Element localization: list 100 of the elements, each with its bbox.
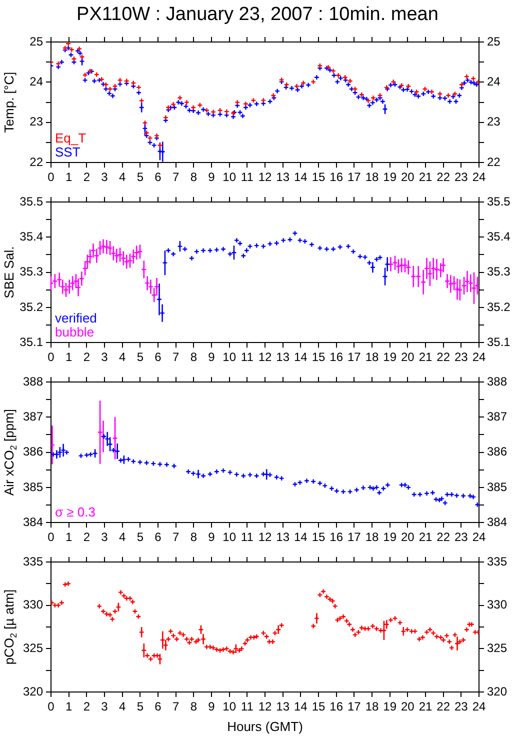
x-tick-label: 10 [222, 530, 236, 544]
x-tick-label: 16 [330, 700, 344, 714]
x-tick-label: 2 [83, 530, 90, 544]
y-tick-label: 386 [22, 444, 44, 459]
x-tick-label: 9 [208, 530, 216, 544]
y-axis-title: Air xCO2 [ppm] [2, 408, 18, 496]
x-tick-label: 6 [154, 530, 162, 544]
y2-tick-label: 388 [487, 374, 508, 388]
y-axis-title: pCO2 [µ atm] [2, 589, 18, 665]
text: SST [55, 144, 80, 160]
y2-tick-label: 25 [487, 34, 501, 48]
text: σ ≥ 0.3 [55, 504, 96, 520]
x-tick-label: 7 [172, 700, 180, 714]
y2-tick-label: 384 [487, 514, 508, 529]
x-tick-label: 3 [101, 530, 108, 544]
x-tick-label: 7 [172, 350, 180, 364]
x-tick-label: 18 [365, 170, 379, 184]
x-tick-label: 12 [258, 700, 272, 714]
x-tick-label: 8 [190, 350, 198, 364]
x-tick-label: 15 [312, 350, 326, 364]
x-tick-label: 6 [154, 170, 162, 184]
x-tick-label: 12 [258, 350, 272, 364]
x-tick-label: 4 [118, 700, 126, 714]
text: Eq_T [55, 130, 86, 146]
y-tick-label: 335 [22, 554, 44, 568]
x-tick-label: 2 [83, 350, 90, 364]
y2-tick-label: 35.3 [487, 264, 511, 279]
y-tick-label: 325 [22, 640, 44, 655]
y-tick-label: 35.2 [20, 300, 44, 314]
x-tick-label: 2 [83, 700, 90, 714]
x-tick-label: 23 [454, 170, 468, 184]
x-tick-label: 21 [418, 530, 432, 544]
x-tick-label: 6 [154, 350, 162, 364]
x-tick-label: 1 [65, 170, 72, 184]
x-tick-label: 1 [65, 530, 72, 544]
x-tick-label: 20 [400, 170, 415, 184]
x-tick-label: 15 [312, 170, 326, 184]
y2-tick-label: 23 [487, 114, 501, 129]
x-tick-label: 17 [347, 530, 362, 544]
x-tick-label: 24 [472, 170, 486, 184]
y-tick-label: 23 [30, 114, 44, 129]
x-tick-label: 22 [436, 700, 450, 714]
y-tick-label: 387 [22, 409, 44, 424]
y2-tick-label: 386 [487, 444, 508, 459]
x-tick-label: 5 [136, 170, 144, 184]
y2-tick-label: 330 [487, 598, 508, 612]
x-tick-label: 23 [454, 700, 468, 714]
x-tick-label: 21 [418, 170, 432, 184]
x-tick-label: 10 [222, 350, 236, 364]
y-tick-label: 320 [22, 684, 44, 698]
x-tick-label: 14 [294, 350, 308, 364]
y-axis-title: Temp. [°C] [2, 72, 17, 133]
x-tick-label: 23 [454, 530, 468, 544]
x-tick-label: 19 [383, 530, 397, 544]
y2-tick-label: 387 [487, 409, 508, 424]
x-tick-label: 12 [258, 530, 272, 544]
x-tick-label: 11 [240, 350, 254, 364]
x-tick-label: 4 [118, 170, 126, 184]
x-tick-label: 10 [222, 700, 236, 714]
y-tick-label: 388 [22, 374, 44, 388]
x-tick-label: 2 [83, 170, 90, 184]
x-tick-label: 12 [258, 170, 272, 184]
y2-tick-label: 335 [487, 554, 508, 568]
x-tick-label: 0 [48, 700, 55, 714]
x-tick-label: 13 [276, 170, 290, 184]
x-tick-label: 18 [365, 530, 379, 544]
x-tick-label: 13 [276, 530, 290, 544]
x-tick-label: 16 [330, 350, 344, 364]
x-tick-label: 7 [172, 530, 180, 544]
x-tick-label: 20 [400, 530, 415, 544]
y2-tick-label: 22 [487, 154, 501, 169]
x-tick-label: 24 [472, 350, 486, 364]
x-tick-label: 22 [436, 350, 450, 364]
x-tick-label: 13 [276, 700, 290, 714]
x-tick-label: 21 [418, 350, 432, 364]
y2-tick-label: 320 [487, 684, 508, 698]
x-tick-label: 1 [65, 350, 72, 364]
x-tick-label: 22 [436, 530, 450, 544]
x-tick-label: 3 [101, 700, 108, 714]
y-tick-label: 22 [30, 154, 44, 169]
y-tick-label: 384 [22, 514, 44, 529]
x-tick-label: 21 [418, 700, 432, 714]
text: verified [55, 310, 97, 326]
x-tick-label: 20 [400, 350, 415, 364]
y2-tick-label: 35.5 [487, 194, 511, 208]
x-tick-label: 4 [118, 350, 126, 364]
x-tick-label: 9 [208, 170, 216, 184]
x-tick-label: 11 [240, 700, 254, 714]
chart-title: PX110W : January 23, 2007 : 10min. mean [76, 3, 440, 27]
x-tick-label: 14 [294, 700, 308, 714]
x-tick-label: 13 [276, 350, 290, 364]
x-tick-label: 17 [347, 170, 362, 184]
x-tick-label: 0 [48, 350, 55, 364]
x-tick-label: 3 [101, 170, 108, 184]
x-tick-label: 23 [454, 350, 468, 364]
x-tick-label: 9 [208, 350, 216, 364]
x-tick-label: 18 [365, 700, 379, 714]
x-tick-label: 7 [172, 170, 180, 184]
x-tick-label: 18 [365, 350, 379, 364]
x-tick-label: 20 [400, 700, 415, 714]
